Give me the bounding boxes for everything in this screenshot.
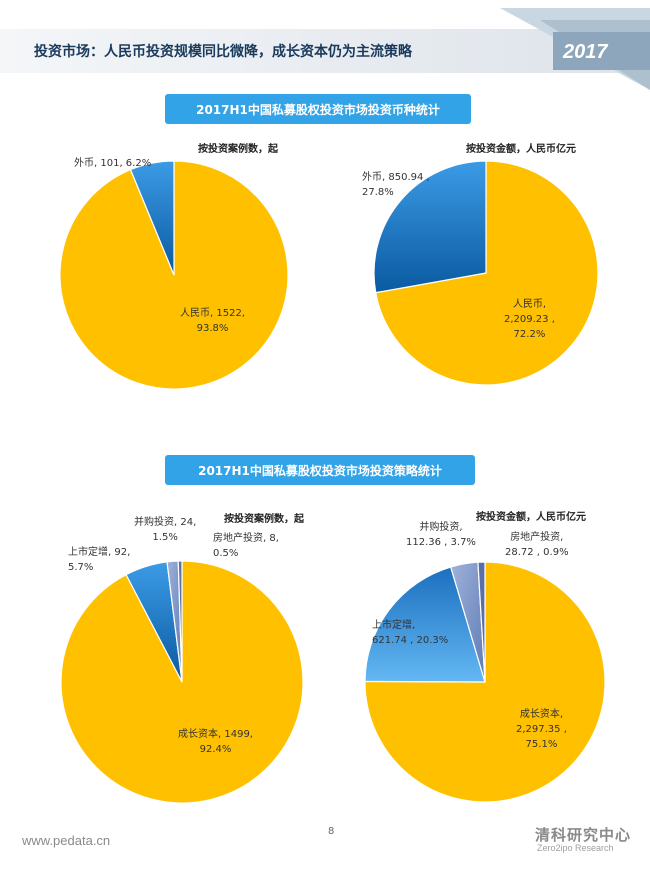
chart-title-strategy-amount: 按投资金额，人民币亿元 bbox=[476, 512, 586, 523]
brand-logo-subtext: Zero2ipo Research bbox=[537, 843, 614, 853]
chart-title-currency-amount: 按投资金额，人民币亿元 bbox=[466, 144, 576, 155]
data-label-growth-count: 成长资本, 1499, 92.4% bbox=[178, 729, 253, 755]
pie-chart-strategy-count bbox=[60, 560, 304, 804]
chart-title-currency-count: 按投资案例数，起 bbox=[198, 144, 278, 155]
pie-slice-1-人民币 bbox=[375, 160, 599, 386]
page-number: 8 bbox=[328, 826, 335, 837]
section-banner-currency: 2017H1中国私募股权投资市场投资币种统计 bbox=[165, 94, 471, 124]
data-label-foreign-count: 外币, 101, 6.2% bbox=[74, 158, 152, 169]
page-header: 投资市场：人民币投资规模同比微降，成长资本仍为主流策略 2017 bbox=[0, 0, 650, 90]
page-title: 投资市场：人民币投资规模同比微降，成长资本仍为主流策略 bbox=[34, 44, 412, 60]
year-block bbox=[553, 32, 650, 70]
pie-chart-currency-count bbox=[59, 160, 289, 390]
pie-slice-1-外币 bbox=[373, 160, 487, 294]
pie-slice-3-上市定增 bbox=[364, 566, 486, 683]
pie-slice-2-房地产投资 bbox=[177, 560, 183, 683]
header-bar bbox=[0, 29, 650, 73]
data-label-rmb-amount: 人民币, 2,209.23 , 72.2% bbox=[504, 299, 555, 340]
pie-slice-0-人民币 bbox=[59, 160, 289, 390]
data-label-rmb-count: 人民币, 1522, 93.8% bbox=[180, 308, 245, 334]
data-label-foreign-amount: 外币, 850.94 , 27.8% bbox=[362, 172, 430, 198]
pie-chart-currency-amount bbox=[373, 160, 599, 386]
data-label-ma-amount: 并购投资, 112.36 , 3.7% bbox=[406, 522, 476, 548]
data-label-ma-count: 并购投资, 24, 1.5% bbox=[134, 517, 197, 543]
data-label-pipe-count: 上市定增, 92, 5.7% bbox=[68, 547, 131, 573]
data-label-realestate-count: 房地产投资, 8, 0.5% bbox=[213, 533, 279, 559]
header-decoration bbox=[0, 8, 650, 90]
footer-url: www.pedata.cn bbox=[22, 833, 111, 848]
data-label-realestate-amount: 房地产投资, 28.72 , 0.9% bbox=[505, 532, 569, 558]
data-label-pipe-amount: 上市定增, 621.74 , 20.3% bbox=[372, 620, 449, 646]
pie-slice-0-外币 bbox=[129, 160, 175, 276]
pie-slice-3-成长资本 bbox=[364, 561, 606, 803]
pie-slice-3-房地产投资 bbox=[477, 561, 486, 683]
chart-title-strategy-count: 按投资案例数，起 bbox=[224, 514, 304, 525]
brand-logo-text: 清科研究中心 bbox=[535, 826, 632, 844]
data-label-growth-amount: 成长资本, 2,297.35 , 75.1% bbox=[516, 709, 567, 750]
year-label: 2017 bbox=[563, 41, 608, 63]
section-banner-strategy: 2017H1中国私募股权投资市场投资策略统计 bbox=[165, 455, 475, 485]
pie-chart-strategy-amount bbox=[364, 561, 606, 803]
